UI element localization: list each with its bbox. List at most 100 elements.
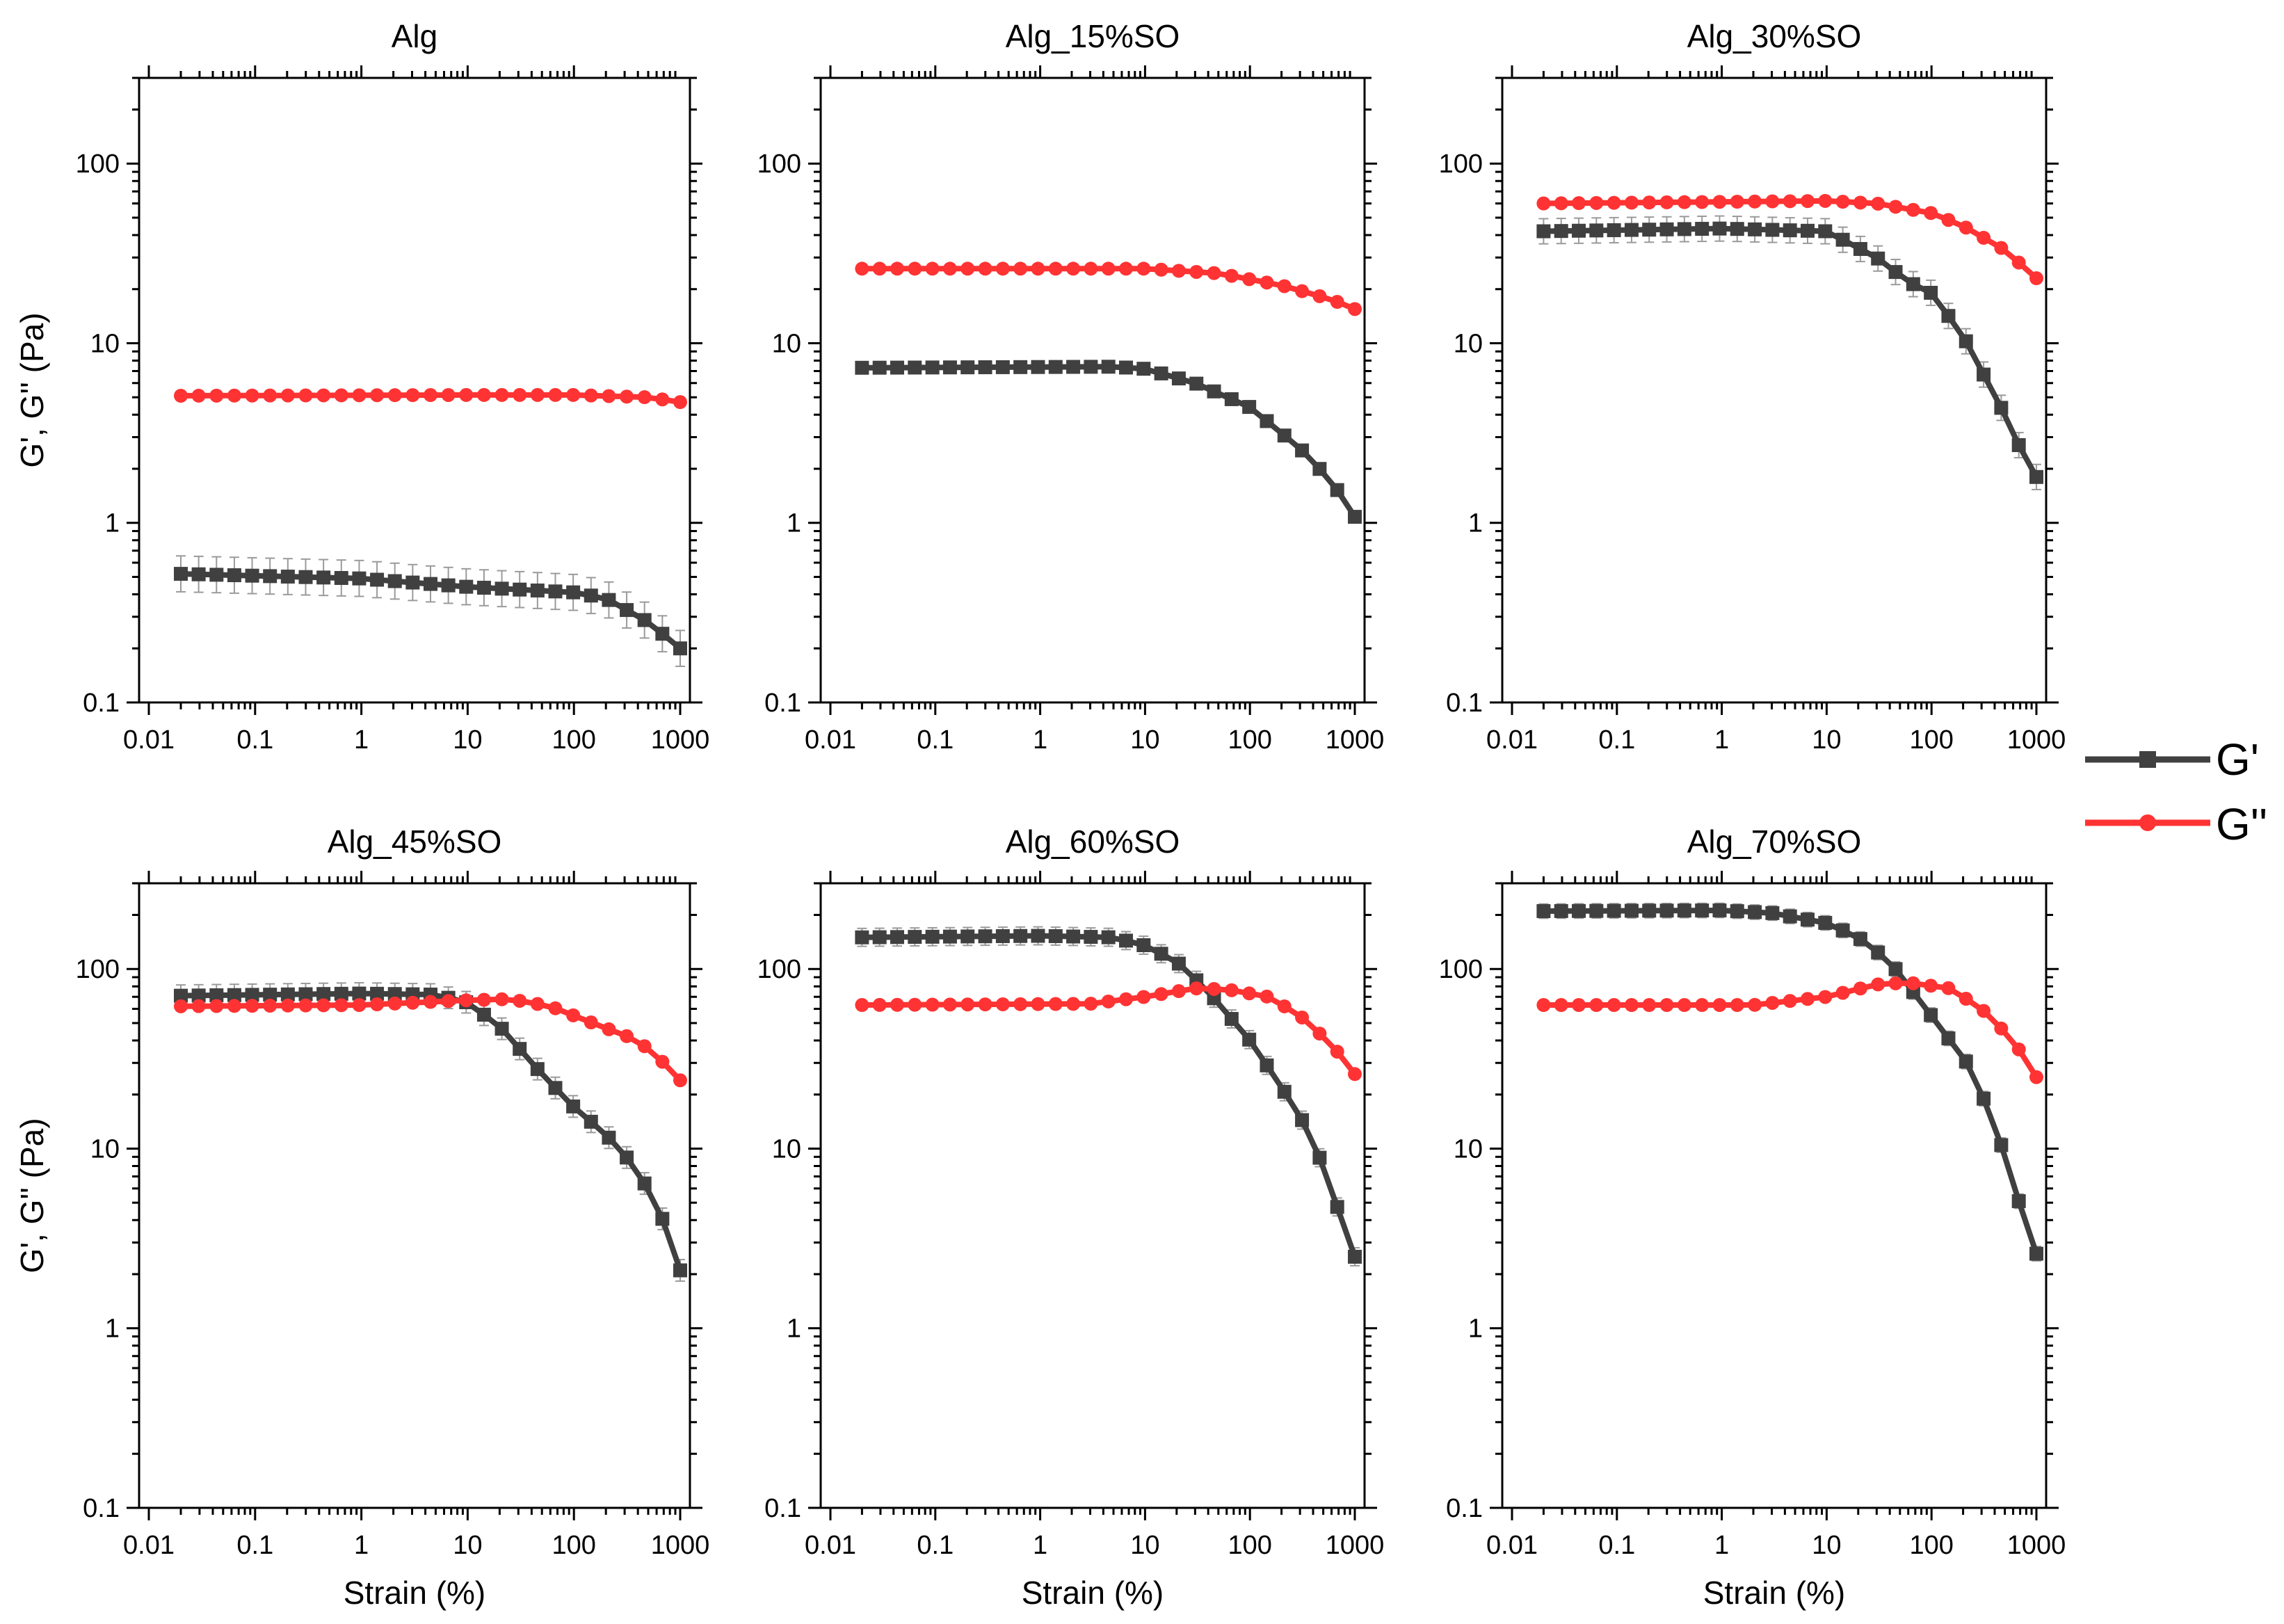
g-prime-point — [191, 567, 206, 581]
g-double-prime-point — [1853, 195, 1867, 210]
g-double-prime-point — [1765, 995, 1780, 1010]
g-double-prime-point — [191, 388, 206, 403]
g-double-prime-point — [1536, 998, 1551, 1013]
g-double-prime-point — [584, 1015, 598, 1030]
g-prime-point — [1589, 223, 1604, 238]
legend-marker-g-double-prime — [2139, 814, 2156, 831]
g-double-prime-point — [1066, 262, 1081, 276]
g-double-prime-point — [1977, 1004, 1991, 1018]
g-double-prime-point — [1554, 196, 1568, 211]
g-prime-point — [494, 1022, 509, 1036]
g-prime-point — [1835, 923, 1850, 938]
g-prime-point — [1048, 360, 1063, 374]
series-g-double-prime — [173, 992, 687, 1088]
chart-panel: Alg_60%SO0.01 0.1 1 10 100 10000.1110100Strai… — [757, 823, 1385, 1611]
g-double-prime-point — [1818, 193, 1833, 208]
g-prime-point — [1572, 903, 1586, 918]
g-double-prime-point — [602, 1022, 616, 1036]
g-prime-point — [1066, 929, 1081, 944]
x-tick-label: 1 — [1033, 1531, 1047, 1560]
chart-title: Alg_15%SO — [1006, 18, 1180, 54]
g-prime-point — [890, 360, 905, 375]
x-tick-label: 1 — [354, 1531, 369, 1560]
g-prime-point — [1554, 224, 1568, 239]
g-double-prime-point — [960, 997, 975, 1012]
g-double-prime-point — [1888, 976, 1903, 990]
g-double-prime-point — [334, 998, 348, 1013]
g-prime-point — [245, 568, 259, 583]
plot-frame — [1501, 77, 2048, 704]
g-double-prime-point — [655, 392, 670, 407]
plot-frame — [138, 882, 691, 1509]
y-tick-label: 10 — [90, 329, 120, 358]
g-double-prime-point — [855, 262, 869, 276]
g-double-prime-point — [1624, 195, 1639, 210]
g-double-prime-point — [263, 388, 278, 403]
g-double-prime-point — [960, 262, 975, 276]
g-double-prime-point — [1994, 1021, 2009, 1036]
g-double-prime-point — [620, 389, 634, 404]
g-prime-point — [1031, 928, 1045, 943]
g-double-prime-point — [1330, 1045, 1344, 1059]
g-double-prime-point — [548, 387, 563, 402]
g-double-prime-point — [1730, 998, 1744, 1013]
g-prime-point — [1101, 930, 1116, 944]
chart-panel: Alg_70%SO0.01 0.1 1 10 100 10000.1110100Strai… — [1439, 823, 2066, 1611]
g-double-prime-point — [298, 388, 313, 403]
g-prime-point — [1224, 1012, 1239, 1027]
x-tick-label: 1 — [1714, 1531, 1729, 1560]
g-double-prime-point — [1277, 279, 1292, 294]
g-double-prime-point — [513, 387, 527, 402]
x-tick-label: 1000 — [2007, 725, 2066, 755]
x-tick-label: 1000 — [2007, 1531, 2066, 1560]
g-double-prime-point — [1536, 196, 1551, 211]
g-double-prime-point — [1119, 992, 1134, 1006]
g-double-prime-point — [513, 993, 527, 1008]
x-tick-label: 100 — [1228, 725, 1271, 755]
g-prime-point — [908, 930, 922, 944]
g-double-prime-point — [1154, 262, 1168, 277]
g-double-prime-point — [637, 390, 652, 405]
g-prime-point — [370, 572, 385, 587]
g-prime-point — [352, 986, 367, 1001]
legend-label-g-prime: G' — [2216, 734, 2259, 785]
g-prime-point — [1977, 1091, 1991, 1106]
y-tick-label: 10 — [1454, 329, 1483, 358]
g-prime-point — [1906, 277, 1920, 291]
g-double-prime-point — [227, 388, 241, 403]
chart-title: Alg_60%SO — [1006, 823, 1180, 860]
g-double-prime-point — [655, 1054, 670, 1069]
g-prime-point — [908, 360, 922, 375]
g-double-prime-point — [405, 995, 420, 1010]
g-prime-point — [1712, 221, 1727, 236]
g-double-prime-point — [995, 262, 1010, 276]
g-prime-point — [1119, 933, 1134, 948]
g-prime-point — [263, 569, 278, 584]
x-tick-label: 10 — [453, 1531, 482, 1560]
y-tick-label: 10 — [772, 329, 801, 358]
g-double-prime-point — [1101, 994, 1116, 1008]
g-prime-point — [387, 574, 402, 588]
y-tick-label: 100 — [757, 150, 801, 179]
g-double-prime-point — [227, 999, 241, 1013]
g-double-prime-point — [423, 388, 437, 403]
x-tick-label: 0.1 — [236, 725, 273, 755]
g-double-prime-point — [1136, 262, 1151, 276]
g-double-prime-point — [1224, 983, 1239, 997]
series-g-double-prime — [855, 262, 1362, 316]
g-double-prime-point — [441, 994, 456, 1008]
g-prime-point — [995, 360, 1010, 374]
g-double-prime-point — [173, 389, 188, 403]
g-prime-point — [1136, 938, 1151, 953]
g-prime-point — [1607, 903, 1621, 918]
y-tick-label: 1 — [1468, 1315, 1483, 1344]
x-tick-label: 1000 — [651, 725, 710, 755]
g-prime-point — [1730, 904, 1744, 919]
g-prime-point — [1013, 360, 1028, 374]
g-double-prime-point — [1871, 196, 1885, 211]
g-prime-point — [441, 578, 456, 593]
g-double-prime-point — [1295, 284, 1310, 298]
g-double-prime-point — [584, 388, 598, 403]
g-double-prime-point — [1154, 987, 1168, 1002]
